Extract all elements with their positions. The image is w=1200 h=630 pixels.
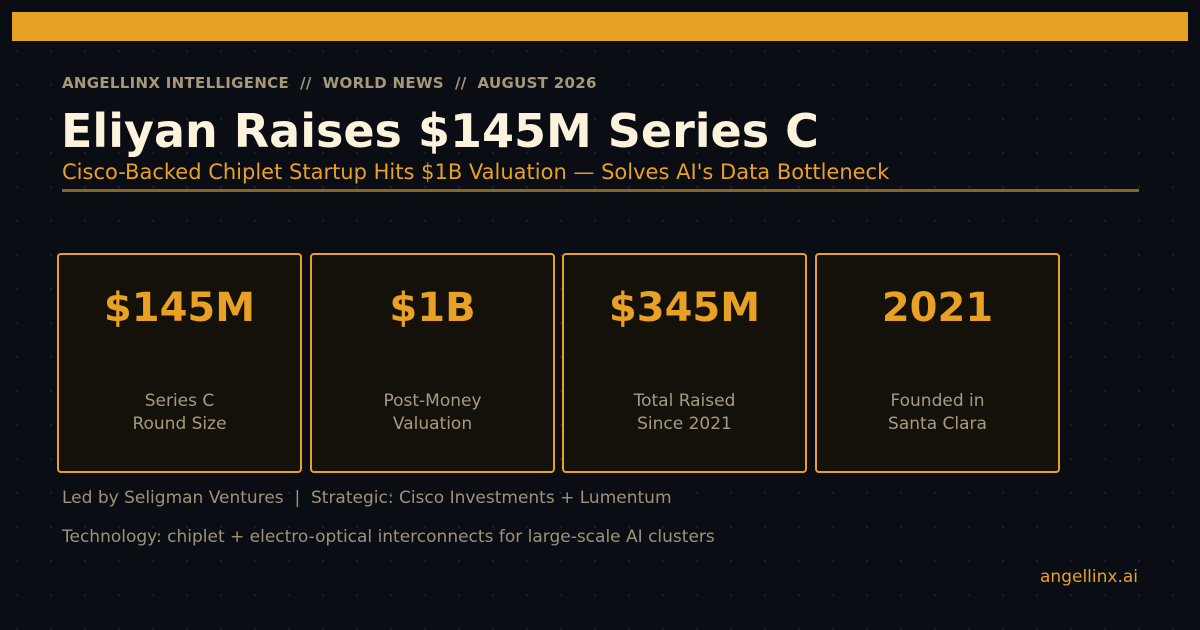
stat-label: Post-Money xyxy=(383,391,482,411)
stat-label: Founded in xyxy=(890,391,985,411)
footer-line: Technology: chiplet + electro-optical in… xyxy=(62,527,715,547)
stat-label: Total Raised xyxy=(633,391,736,411)
stat-label: Round Size xyxy=(132,414,227,434)
stat-card: $345M Total Raised Since 2021 xyxy=(562,253,807,473)
divider xyxy=(62,189,1139,192)
top-bar xyxy=(12,12,1188,41)
stat-value: 2021 xyxy=(881,285,994,331)
stat-value: $1B xyxy=(389,285,476,331)
footer-line: Led by Seligman Ventures | Strategic: Ci… xyxy=(62,488,672,508)
title: Eliyan Raises $145M Series C xyxy=(61,104,819,158)
kicker: ANGELLINX INTELLIGENCE // WORLD NEWS // … xyxy=(62,74,597,92)
subtitle: Cisco-Backed Chiplet Startup Hits $1B Va… xyxy=(62,160,890,184)
stat-card: $1B Post-Money Valuation xyxy=(310,253,555,473)
stat-label: Since 2021 xyxy=(637,414,732,434)
stat-card: $145M Series C Round Size xyxy=(57,253,302,473)
site-link[interactable]: angellinx.ai xyxy=(1040,567,1138,587)
stat-value: $145M xyxy=(103,285,256,331)
stat-label: Valuation xyxy=(392,414,473,434)
stat-label: Series C xyxy=(144,391,215,411)
stat-card: 2021 Founded in Santa Clara xyxy=(815,253,1060,473)
stat-label: Santa Clara xyxy=(888,414,987,434)
stat-value: $345M xyxy=(608,285,761,331)
